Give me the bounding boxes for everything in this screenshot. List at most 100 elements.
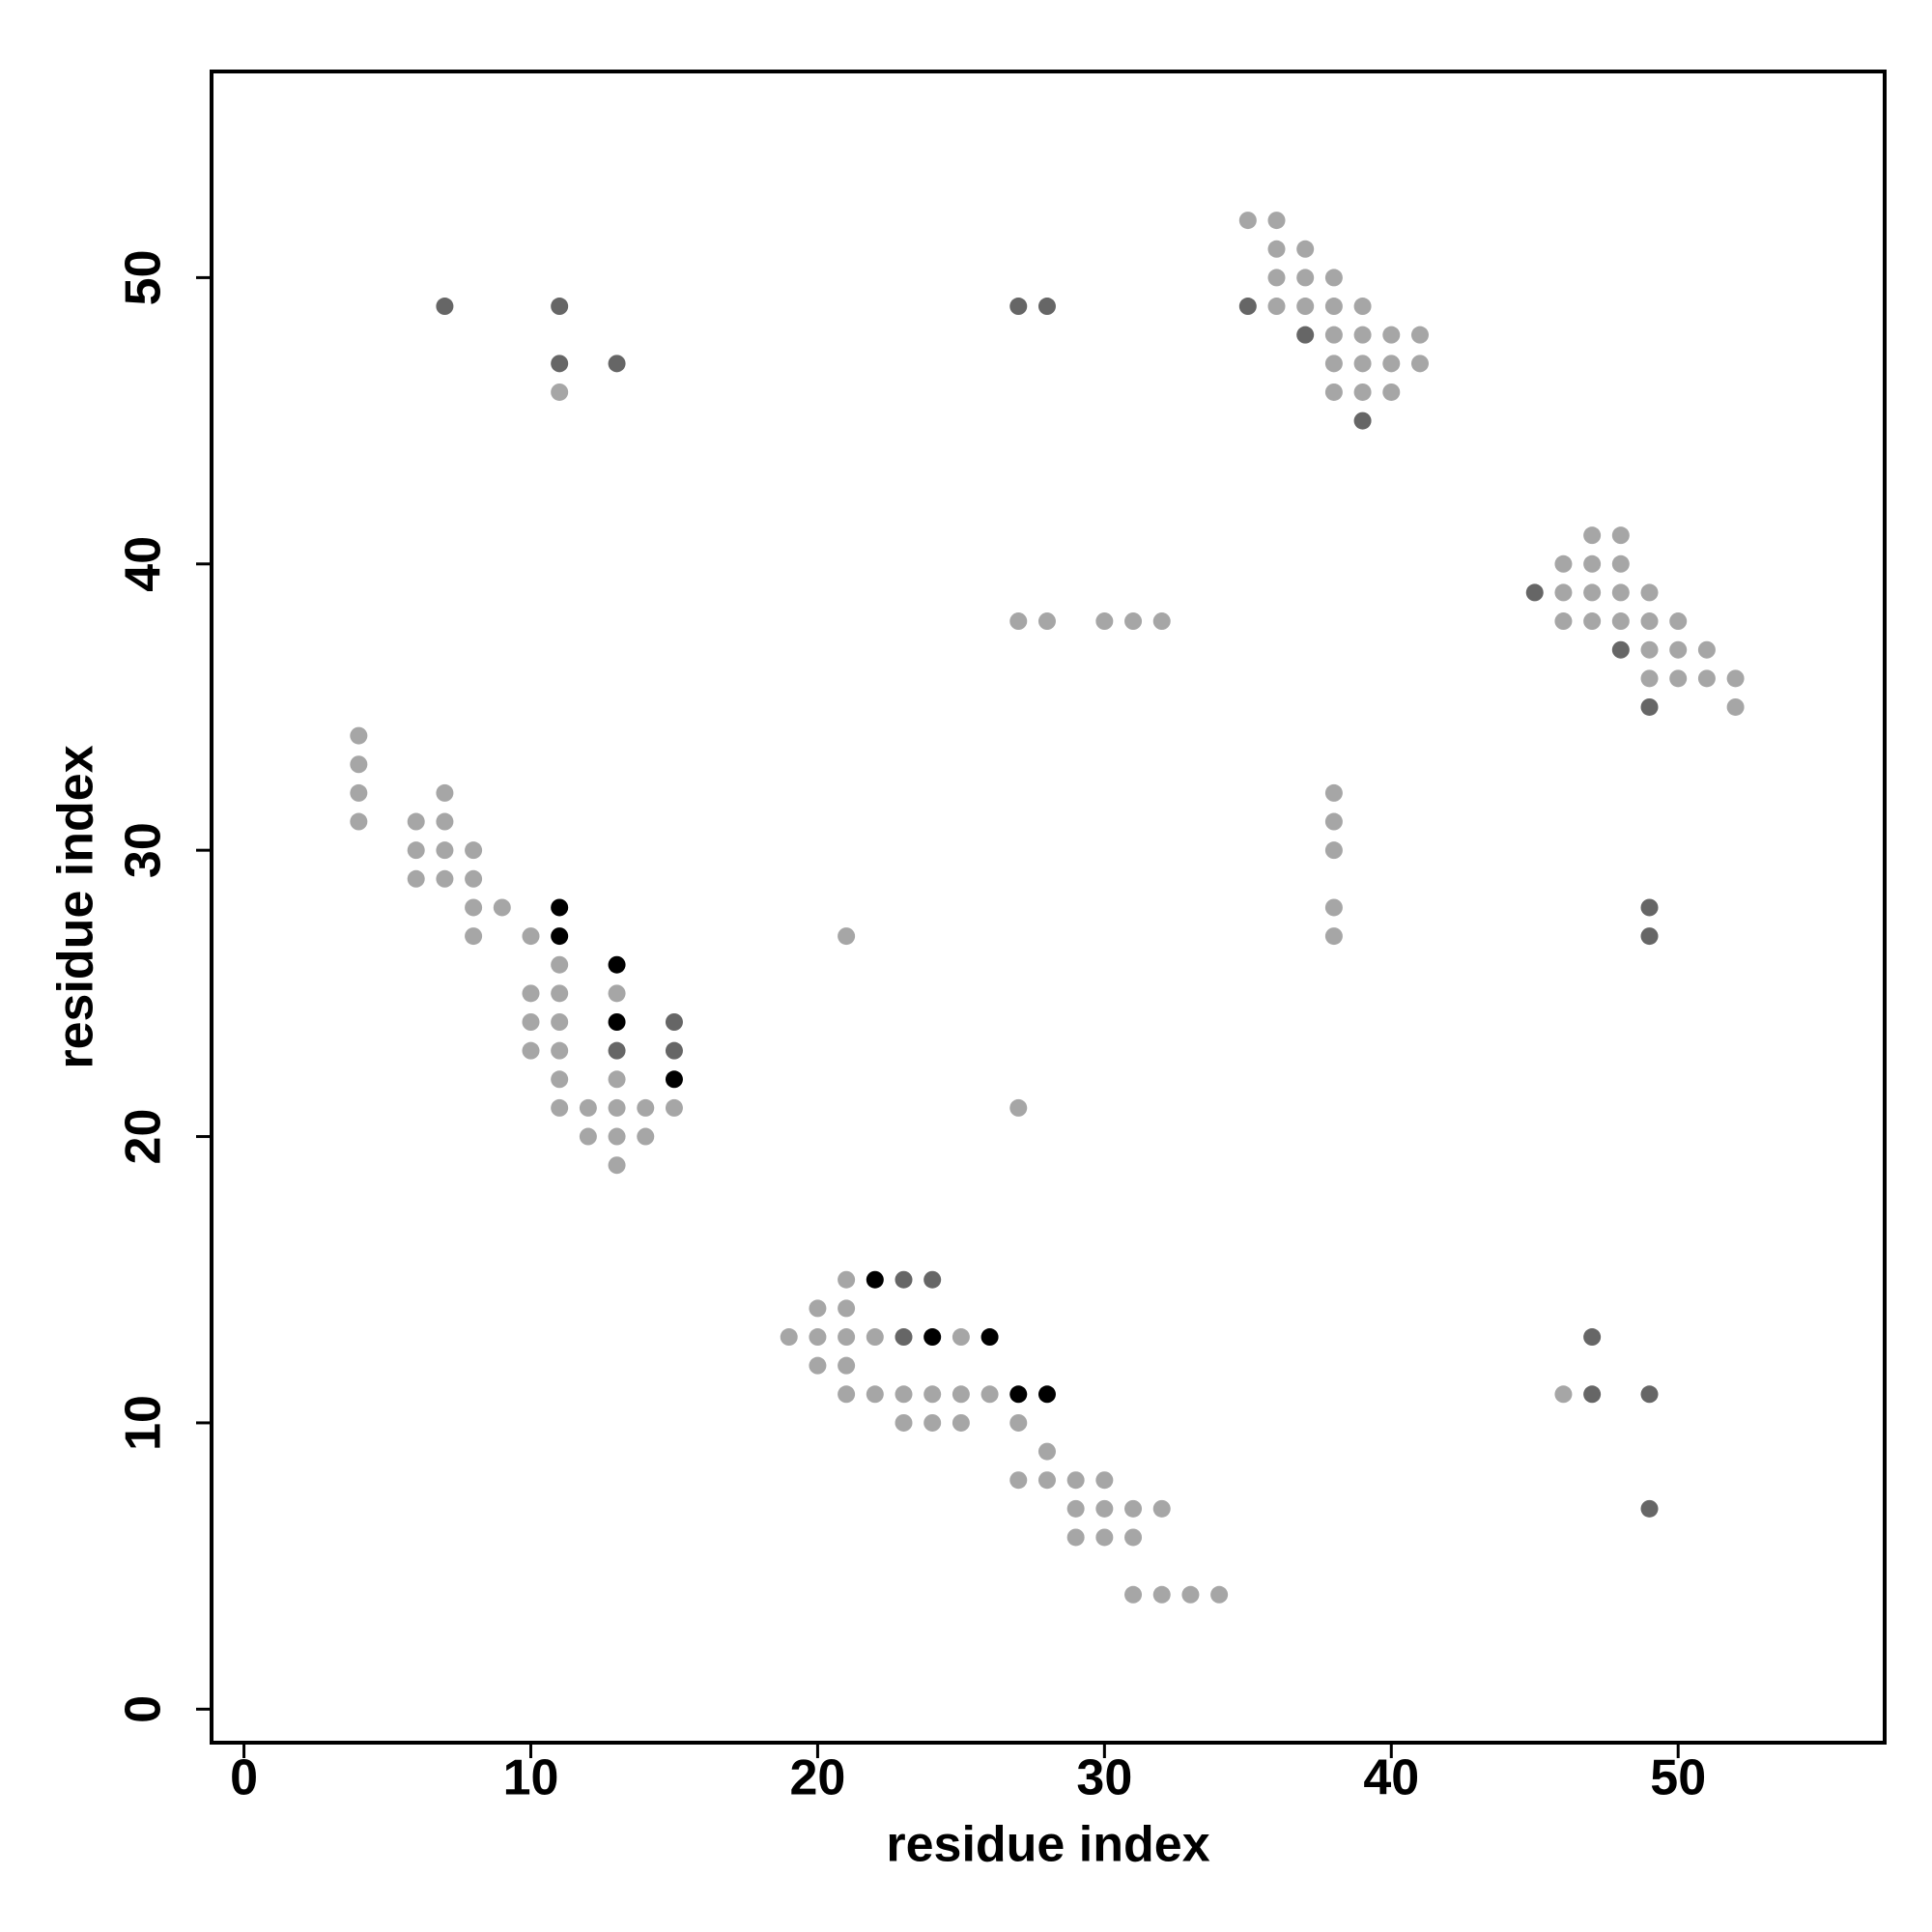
point bbox=[1353, 383, 1372, 401]
point bbox=[1124, 1585, 1143, 1604]
y-tick-label: 10 bbox=[116, 1395, 172, 1451]
point bbox=[665, 1041, 683, 1060]
y-tick-label: 0 bbox=[116, 1695, 172, 1723]
y-axis-label: residue index bbox=[48, 745, 104, 1068]
point bbox=[895, 1328, 913, 1347]
point bbox=[838, 1356, 856, 1375]
point bbox=[465, 841, 483, 860]
point bbox=[838, 1385, 856, 1404]
point bbox=[1324, 841, 1343, 860]
point bbox=[923, 1328, 942, 1347]
point bbox=[551, 298, 569, 316]
point bbox=[838, 1299, 856, 1318]
point bbox=[1726, 697, 1745, 716]
point bbox=[1583, 1385, 1602, 1404]
point bbox=[1009, 1098, 1028, 1117]
point bbox=[952, 1385, 970, 1404]
point bbox=[1095, 612, 1114, 631]
point bbox=[1583, 583, 1602, 602]
point bbox=[465, 869, 483, 888]
point bbox=[407, 812, 425, 831]
point bbox=[1525, 583, 1544, 602]
y-tick-label: 50 bbox=[116, 249, 172, 305]
point bbox=[923, 1413, 942, 1432]
point bbox=[809, 1299, 827, 1318]
point bbox=[809, 1356, 827, 1375]
point bbox=[952, 1413, 970, 1432]
point bbox=[1410, 355, 1429, 373]
x-tick-label: 10 bbox=[503, 1750, 559, 1806]
point bbox=[608, 1156, 626, 1175]
point bbox=[1640, 898, 1659, 917]
point bbox=[551, 984, 569, 1003]
point bbox=[1611, 554, 1630, 573]
point bbox=[1554, 583, 1573, 602]
point bbox=[838, 1328, 856, 1347]
point bbox=[1296, 298, 1315, 316]
y-tick-label: 40 bbox=[116, 536, 172, 592]
point bbox=[838, 1270, 856, 1289]
point bbox=[866, 1385, 884, 1404]
point bbox=[1353, 298, 1372, 316]
x-tick-label: 40 bbox=[1363, 1750, 1419, 1806]
y-tick-label: 30 bbox=[116, 822, 172, 878]
point bbox=[1037, 1385, 1056, 1404]
point bbox=[1066, 1528, 1085, 1547]
point bbox=[1583, 612, 1602, 631]
point bbox=[1324, 383, 1343, 401]
point bbox=[1066, 1499, 1085, 1518]
point bbox=[1296, 269, 1315, 287]
point bbox=[1037, 298, 1056, 316]
point bbox=[1669, 669, 1688, 688]
point bbox=[465, 927, 483, 946]
point bbox=[1640, 612, 1659, 631]
point bbox=[1009, 1385, 1028, 1404]
point bbox=[350, 755, 368, 774]
point bbox=[895, 1385, 913, 1404]
point bbox=[1066, 1471, 1085, 1490]
point bbox=[1037, 1471, 1056, 1490]
x-axis-label: residue index bbox=[886, 1817, 1209, 1873]
point bbox=[608, 984, 626, 1003]
point bbox=[1382, 383, 1401, 401]
point bbox=[551, 383, 569, 401]
point bbox=[608, 355, 626, 373]
point bbox=[551, 1012, 569, 1031]
point bbox=[1152, 612, 1171, 631]
point bbox=[465, 898, 483, 917]
point bbox=[1611, 526, 1630, 545]
point bbox=[1095, 1499, 1114, 1518]
point bbox=[1554, 612, 1573, 631]
point bbox=[637, 1127, 655, 1146]
point bbox=[1267, 269, 1286, 287]
point bbox=[895, 1270, 913, 1289]
point bbox=[838, 927, 856, 946]
point bbox=[895, 1413, 913, 1432]
point bbox=[522, 984, 540, 1003]
point bbox=[1324, 355, 1343, 373]
y-tick-label: 20 bbox=[116, 1109, 172, 1165]
point bbox=[407, 841, 425, 860]
point bbox=[1324, 898, 1343, 917]
point bbox=[1640, 583, 1659, 602]
point bbox=[579, 1098, 597, 1117]
x-tick-label: 20 bbox=[789, 1750, 845, 1806]
point bbox=[923, 1385, 942, 1404]
point bbox=[1296, 240, 1315, 258]
point bbox=[780, 1328, 798, 1347]
point bbox=[350, 812, 368, 831]
point bbox=[665, 1012, 683, 1031]
point bbox=[1353, 412, 1372, 430]
point bbox=[1324, 269, 1343, 287]
point bbox=[1583, 526, 1602, 545]
point bbox=[407, 869, 425, 888]
point bbox=[350, 726, 368, 745]
point bbox=[1124, 1528, 1143, 1547]
point bbox=[1640, 669, 1659, 688]
plot-frame bbox=[210, 70, 1887, 1745]
point bbox=[637, 1098, 655, 1117]
point bbox=[1181, 1585, 1200, 1604]
point bbox=[1554, 1385, 1573, 1404]
point bbox=[1124, 612, 1143, 631]
point bbox=[436, 869, 454, 888]
